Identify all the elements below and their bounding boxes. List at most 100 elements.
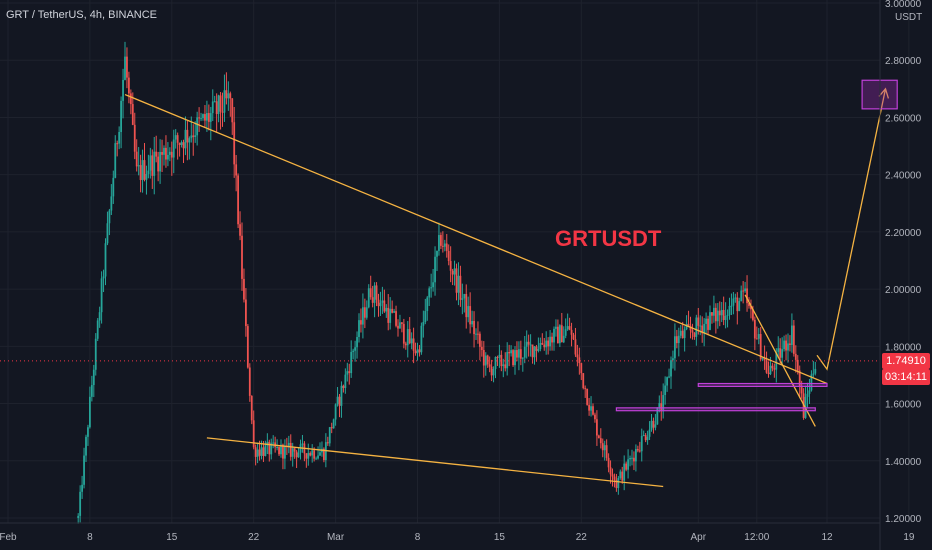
candle-body (551, 336, 553, 343)
candle-body (555, 326, 557, 329)
candle-body (650, 420, 653, 430)
candle-body (545, 340, 548, 348)
candle-body (765, 360, 768, 373)
candle-body (129, 93, 132, 105)
projection-arrowhead (878, 87, 890, 99)
candle-body (558, 325, 561, 344)
candle-body (707, 318, 709, 330)
candle-body (730, 305, 733, 307)
candle-body (463, 294, 466, 299)
candle-body (266, 441, 269, 446)
candle-body (496, 357, 499, 359)
candle-body (609, 467, 612, 475)
candle-body (445, 243, 448, 251)
candle-body (225, 90, 228, 99)
time-tick-label: 12:00 (744, 532, 769, 543)
candle-body (250, 395, 253, 421)
candle-body (200, 118, 202, 120)
candle-body (578, 357, 581, 364)
candle-body (204, 114, 206, 121)
candle-body (85, 436, 87, 456)
candle-body (529, 344, 532, 346)
candle-body (615, 479, 618, 489)
candle-body (787, 343, 789, 351)
candle-body (365, 307, 368, 318)
candle-body (794, 353, 797, 360)
candle-body (789, 343, 791, 345)
candle-body (196, 117, 199, 136)
candle-body (141, 160, 144, 181)
candle-body (120, 100, 122, 133)
time-tick-label: 15 (494, 532, 506, 543)
candle-body (315, 458, 317, 460)
candle-body (360, 320, 362, 325)
candle-body (767, 372, 770, 375)
candle-body (131, 104, 134, 125)
candle-body (301, 443, 304, 445)
candle-body (145, 173, 148, 180)
candle-body (434, 256, 436, 283)
candle-body (241, 235, 243, 279)
candle-body (235, 164, 238, 176)
candle-body (566, 326, 569, 330)
candle-body (424, 311, 427, 323)
candle-body (572, 334, 575, 340)
support-zone (697, 382, 828, 387)
candle-body (231, 98, 234, 123)
candle-body (367, 288, 370, 308)
candle-body (672, 358, 674, 361)
candle-body (519, 349, 522, 359)
time-tick-label: 22 (248, 532, 260, 543)
candle-body (750, 306, 752, 310)
candle-body (693, 332, 696, 337)
candle-body (557, 326, 559, 344)
candle-body (293, 448, 296, 452)
candle-body (143, 160, 146, 180)
candle-body (714, 307, 717, 322)
candle-body (457, 275, 460, 293)
price-tick-label: 3.00000 (885, 0, 922, 10)
price-tick-label: 1.80000 (885, 342, 922, 353)
candle-body (806, 393, 809, 397)
candle-body (506, 352, 509, 369)
candle-body (190, 135, 193, 139)
candle-body (168, 151, 171, 155)
candle-body (438, 235, 440, 251)
candle-body (239, 224, 241, 236)
candle-body (245, 299, 247, 327)
candle-body (658, 403, 661, 408)
trendline (124, 93, 828, 385)
candle-body (350, 351, 353, 374)
candle-body (580, 363, 583, 374)
candle-body (155, 151, 158, 157)
candle-body (613, 476, 616, 480)
candle-body (284, 445, 286, 459)
candle-body (352, 350, 355, 352)
candle-body (568, 326, 571, 330)
candle-body (720, 310, 723, 316)
candle-body (635, 448, 637, 462)
candle-body (336, 396, 339, 405)
candle-body (167, 154, 169, 160)
candle-body (282, 444, 284, 459)
candle-body (161, 151, 163, 155)
candle-body (670, 360, 672, 377)
time-axis-ticks: Feb 8 15 22 Mar 8 15 22 Apr 12:00 12 19 (0, 522, 915, 543)
candle-body (746, 288, 748, 304)
candle-body (289, 442, 292, 457)
candle-body (547, 340, 550, 347)
candle-body (432, 282, 434, 288)
candle-body (262, 447, 265, 456)
candle-body (596, 419, 598, 436)
candle-body (549, 336, 551, 347)
candle-body (172, 139, 175, 158)
candle-body (498, 354, 501, 358)
candle-body (118, 132, 121, 144)
projection-line (816, 88, 887, 371)
candle-body (395, 311, 397, 326)
candle-body (272, 442, 275, 444)
candle-body (490, 366, 493, 376)
candle-body (633, 457, 635, 462)
